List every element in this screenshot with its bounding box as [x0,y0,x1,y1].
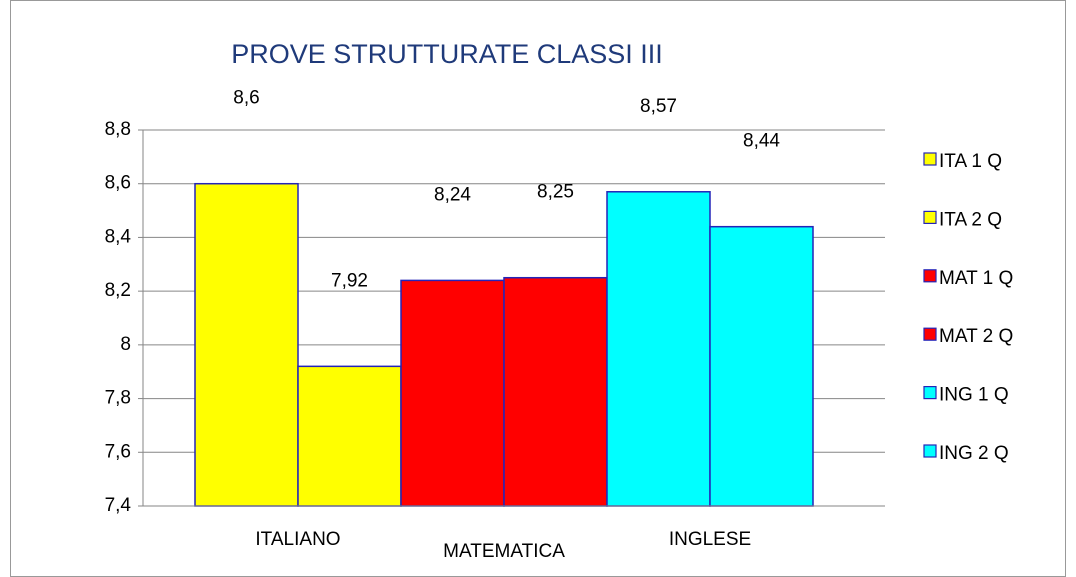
chart-title: PROVE STRUTTURATE CLASSI III [231,39,663,69]
y-tick-label: 7,8 [105,388,131,409]
y-tick-label: 8,8 [105,119,131,140]
y-tick-label: 7,6 [105,441,131,462]
data-label: 8,6 [233,88,259,109]
y-tick-label: 8,6 [105,173,131,194]
legend-label: ITA 2 Q [939,209,1002,230]
bar [709,225,814,507]
data-label: 8,57 [640,96,677,117]
legend-label: MAT 1 Q [939,268,1013,289]
legend-label: MAT 2 Q [939,326,1013,347]
y-tick-label: 8,4 [105,226,132,247]
legend-swatch [923,269,937,283]
bar [194,182,299,507]
data-label: 8,44 [743,131,780,152]
data-label: 8,24 [434,184,471,205]
legend-swatch [923,152,937,166]
x-tick-label: ITALIANO [255,529,340,550]
data-label: 8,25 [537,182,574,203]
y-tick-label: 8 [120,334,131,355]
legend-label: ING 1 Q [939,385,1009,406]
legend-swatch [923,210,937,224]
legend-swatch [923,444,937,458]
y-tick-label: 8,2 [105,280,131,301]
legend-swatch [923,386,937,400]
legend-swatch [923,327,937,341]
x-tick-label: INGLESE [669,529,751,550]
bar [400,279,505,507]
bar [606,191,711,507]
legend-label: ING 2 Q [939,443,1009,464]
x-tick-label: MATEMATICA [443,541,565,562]
bar [297,365,402,507]
legend-label: ITA 1 Q [939,151,1002,172]
data-label: 7,92 [331,270,368,291]
bar [503,276,608,507]
y-tick-label: 7,4 [105,495,132,516]
